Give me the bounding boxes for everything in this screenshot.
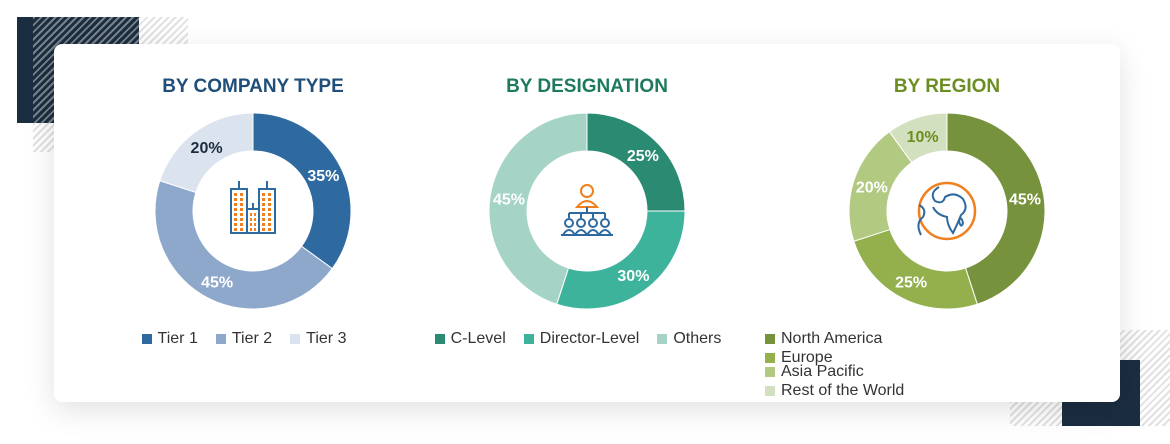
legend-swatch bbox=[523, 334, 534, 344]
region-panel: BY REGION 45% 25% 20% 10% North America Europe… bbox=[765, 44, 1117, 402]
chart-title: BY DESIGNATION bbox=[506, 76, 668, 97]
data-label: 10% bbox=[907, 129, 939, 146]
legend-swatch bbox=[434, 334, 445, 344]
data-label: 45% bbox=[201, 274, 233, 291]
slice-europe bbox=[853, 228, 978, 310]
donut-chart: 45% 25% 20% 10% bbox=[848, 112, 1046, 310]
buildings-icon bbox=[230, 181, 276, 234]
legend-label: Europe bbox=[781, 349, 833, 366]
legend: Asia Pacific Rest of the World bbox=[765, 363, 1105, 401]
data-label: 25% bbox=[895, 274, 927, 291]
data-label: 30% bbox=[617, 268, 649, 285]
slice-tier-2 bbox=[154, 180, 333, 310]
legend-label: Tier 2 bbox=[231, 330, 273, 347]
chart-title: BY REGION bbox=[893, 76, 1001, 97]
slice-tier-3 bbox=[159, 112, 254, 194]
legend-item: Tier 3 bbox=[290, 330, 346, 348]
legend-label: Rest of the World bbox=[781, 382, 905, 399]
legend: Tier 1 Tier 2 Tier 3 bbox=[83, 330, 423, 349]
legend-swatch bbox=[765, 353, 775, 363]
legend: C-Level Director-Level Others bbox=[417, 330, 757, 349]
legend-label: Tier 3 bbox=[306, 330, 347, 347]
charts-card: BY COMPANY TYPE 35% 45% 20% Tier 1 Tier 2 Tier… bbox=[54, 44, 1120, 402]
legend-swatch bbox=[765, 334, 775, 344]
legend-swatch bbox=[765, 367, 775, 377]
legend-item: Rest of the World bbox=[765, 382, 925, 400]
chart-title: BY COMPANY TYPE bbox=[162, 76, 344, 97]
legend-label: Others bbox=[673, 330, 722, 347]
legend-item: Director-Level bbox=[523, 330, 640, 348]
designation-panel: BY DESIGNATION 25% 30% 45% C-Level Director-L… bbox=[417, 44, 757, 402]
data-label: 35% bbox=[307, 168, 339, 185]
legend-item: Tier 2 bbox=[215, 330, 273, 348]
slice-director-level bbox=[556, 210, 686, 310]
legend-swatch bbox=[215, 334, 226, 344]
legend-label: North America bbox=[781, 330, 883, 347]
legend-label: Director-Level bbox=[539, 330, 640, 347]
legend-item: North America bbox=[765, 330, 941, 348]
legend-item: Asia Pacific bbox=[765, 363, 941, 381]
slice-others bbox=[488, 112, 588, 305]
data-label: 25% bbox=[627, 148, 659, 165]
legend-label: C-Level bbox=[450, 330, 506, 347]
legend-swatch bbox=[290, 334, 301, 344]
data-label: 45% bbox=[493, 192, 525, 209]
company-type-panel: BY COMPANY TYPE 35% 45% 20% Tier 1 Tier 2 Tier… bbox=[83, 44, 423, 402]
legend: North America Europe bbox=[765, 330, 1105, 368]
data-label: 20% bbox=[856, 180, 888, 197]
donut-chart: 35% 45% 20% bbox=[154, 112, 352, 310]
data-label: 45% bbox=[1009, 192, 1041, 209]
legend-item: C-Level bbox=[434, 330, 506, 348]
legend-swatch bbox=[141, 334, 152, 344]
slice-tier-1 bbox=[252, 112, 352, 270]
legend-item: Others bbox=[657, 330, 721, 348]
legend-swatch bbox=[765, 386, 775, 396]
org-hierarchy-icon bbox=[561, 184, 613, 236]
legend-item: Tier 1 bbox=[141, 330, 198, 348]
legend-swatch bbox=[657, 334, 668, 344]
legend-item: Europe bbox=[765, 349, 925, 367]
legend-label: Asia Pacific bbox=[781, 363, 864, 380]
slice-north-america bbox=[946, 112, 1046, 305]
globe-icon bbox=[917, 181, 977, 241]
data-label: 20% bbox=[191, 140, 223, 157]
legend-label: Tier 1 bbox=[157, 330, 198, 347]
donut-chart: 25% 30% 45% bbox=[488, 112, 686, 310]
slice-rest-of-the-world bbox=[888, 112, 948, 164]
